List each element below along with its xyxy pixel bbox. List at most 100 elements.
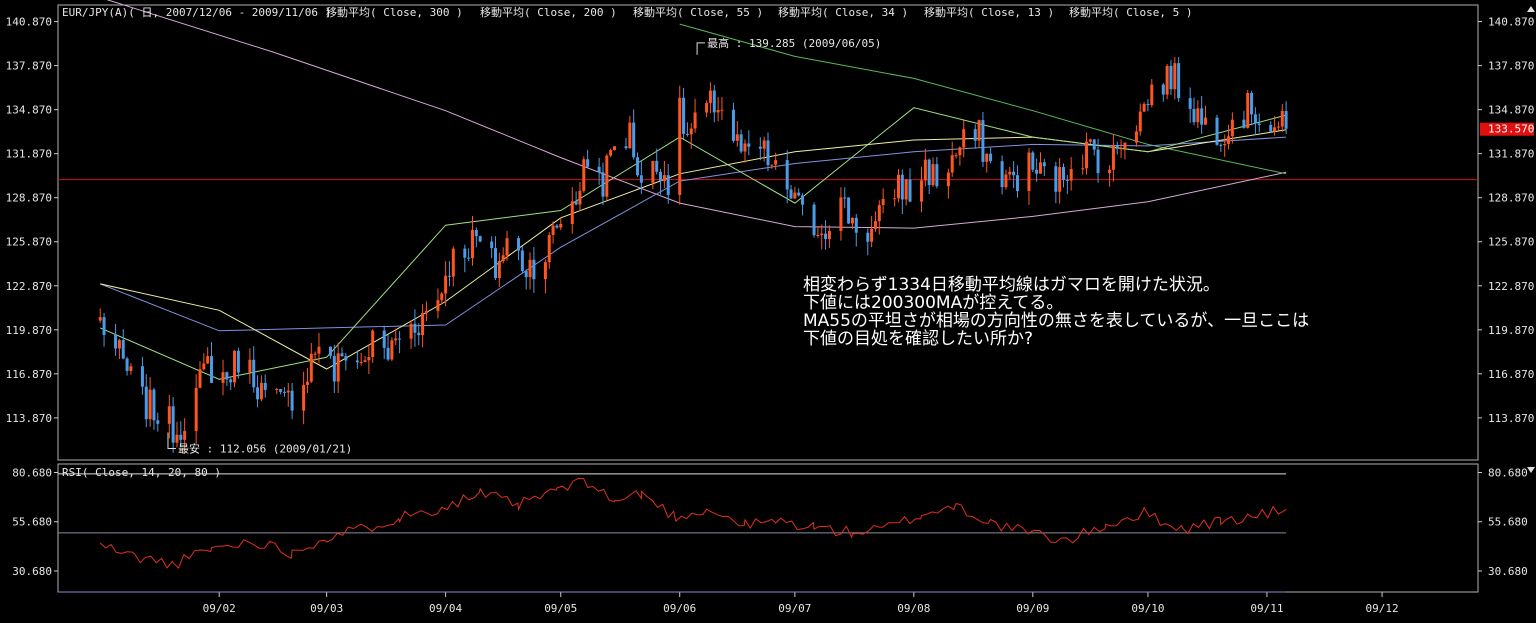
ma-legend-label: 移動平均( Close, 200 ) <box>480 5 617 19</box>
candle-body <box>662 175 666 182</box>
candle-body <box>148 389 152 420</box>
scroll-down-arrow[interactable] <box>1527 467 1535 473</box>
price-tick-label-right: 131.870 <box>1488 148 1534 161</box>
candle-body <box>923 159 927 181</box>
candle-body <box>1027 152 1031 192</box>
candle-body <box>1123 142 1127 149</box>
candle-body <box>1188 98 1192 109</box>
candle-body <box>367 357 371 361</box>
price-tick-label-right: 119.870 <box>1488 324 1534 337</box>
candle-body <box>248 359 252 373</box>
candle-body <box>597 166 601 173</box>
candle-body <box>1250 92 1254 115</box>
date-tick-label: 09/09 <box>1016 602 1049 615</box>
scroll-up-arrow[interactable] <box>1527 6 1535 12</box>
candle-body <box>1196 108 1200 123</box>
rsi-title: RSI( Close, 14, 20, 80 ) <box>62 466 221 479</box>
candle-body <box>1042 162 1046 167</box>
candle-body <box>390 340 394 360</box>
rsi-tick-label-left: 30.680 <box>12 565 52 578</box>
candle-body <box>144 386 148 420</box>
candle-body <box>114 334 118 349</box>
candle-body <box>171 406 175 443</box>
candle-body <box>121 340 125 359</box>
annotation-line: 下値の目処を確認したい所か? <box>803 329 1034 349</box>
candle-body <box>467 257 471 259</box>
candle-body <box>340 353 344 357</box>
candle-body <box>973 129 977 141</box>
candle-body <box>463 248 467 258</box>
candle-body <box>551 225 555 235</box>
candle-body <box>1092 139 1096 150</box>
candle-body <box>1230 119 1234 137</box>
candle-body <box>1142 103 1146 112</box>
candle-body <box>317 346 321 354</box>
low-marker <box>167 432 176 450</box>
candle-body <box>1150 84 1154 106</box>
candle-body <box>920 180 924 202</box>
candle-body <box>225 372 229 380</box>
ma-legend-label: 移動平均( Close, 34 ) <box>778 5 908 19</box>
price-tick-label-left: 137.870 <box>6 60 52 73</box>
candle-body <box>532 259 536 280</box>
candle-body <box>908 179 912 202</box>
candle-body <box>839 197 843 231</box>
candle-body <box>850 217 854 224</box>
candle-body <box>543 262 547 280</box>
candle-body <box>140 366 144 387</box>
candle-body <box>198 369 202 388</box>
candle-body <box>877 205 881 222</box>
candle-body <box>386 347 390 360</box>
candle-body <box>1138 111 1142 132</box>
candle-body <box>1096 149 1100 174</box>
candle-body <box>167 406 171 424</box>
candle-body <box>1200 108 1204 125</box>
candle-body <box>689 128 693 135</box>
candle-body <box>1161 84 1165 95</box>
candle-body <box>720 109 724 111</box>
candle-body <box>586 159 590 167</box>
price-tick-label-right: 122.870 <box>1488 280 1534 293</box>
candle-body <box>98 317 102 321</box>
candle-body <box>766 140 770 166</box>
ma-legend-label: 移動平均( Close, 5 ) <box>1069 5 1192 19</box>
annotation-note: 相変わらず1334日移動平均線はガマロを開けた状況。 下値には200300MAが… <box>803 276 1309 348</box>
candle-body <box>413 323 417 333</box>
candle-body <box>820 233 824 235</box>
candle-body <box>747 143 751 147</box>
candle-body <box>336 353 340 382</box>
price-tick-label-right: 134.870 <box>1488 104 1534 117</box>
date-tick-label: 09/03 <box>310 602 343 615</box>
candle-body <box>1192 108 1196 123</box>
candle-body <box>436 300 440 311</box>
candle-body <box>873 221 877 229</box>
candle-body <box>179 434 183 440</box>
candle-body <box>279 389 283 392</box>
price-tick-label-left: 119.870 <box>6 324 52 337</box>
candle-body <box>758 146 762 149</box>
candle-body <box>628 122 632 149</box>
candle-body <box>125 358 129 371</box>
candle-body <box>739 134 743 152</box>
candle-body <box>651 160 655 183</box>
last-price-label: 133.570 <box>1488 123 1534 136</box>
candle-body <box>797 192 801 196</box>
candle-body <box>682 97 686 134</box>
ma-line-200 <box>679 23 1287 175</box>
candle-body <box>793 192 797 199</box>
candle-body <box>1065 179 1069 181</box>
price-tick-label-left: 131.870 <box>6 148 52 161</box>
candle-body <box>927 159 931 186</box>
candle-body <box>328 346 332 356</box>
candle-body <box>206 356 210 364</box>
candle-body <box>801 195 805 205</box>
candle-body <box>824 233 828 239</box>
candle-body <box>470 229 474 259</box>
date-tick-label: 09/02 <box>203 602 236 615</box>
candle-body <box>363 360 367 362</box>
candle-body <box>1169 65 1173 90</box>
candle-body <box>1081 168 1085 170</box>
grid-layer: 140.870 140.870 137.870 137.870 134.870 134.8… <box>6 16 1535 615</box>
candle-body <box>666 175 670 195</box>
